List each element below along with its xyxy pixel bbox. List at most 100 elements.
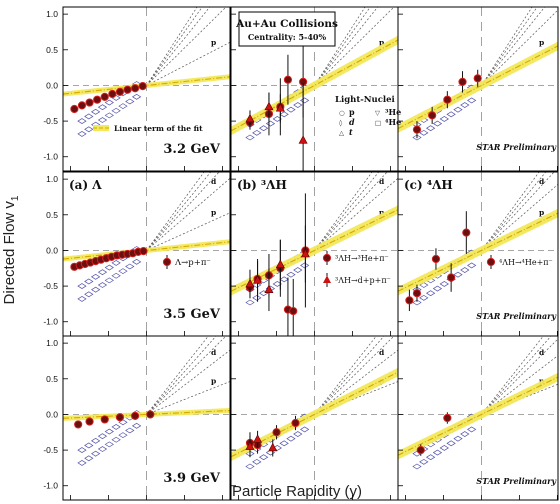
- fit-line: [63, 76, 230, 95]
- light-nuclei-marker: [245, 134, 255, 141]
- legend-circle: [322, 253, 332, 263]
- reference-line: [146, 172, 220, 251]
- reference-line: [146, 178, 230, 251]
- panel-plot-area: p: [63, 7, 230, 171]
- light-nuclei-marker: [77, 131, 87, 137]
- light-nuclei-marker: [272, 116, 282, 122]
- reference-line-label: d: [211, 348, 217, 357]
- light-nuclei-symbol: ▽: [375, 109, 380, 117]
- light-nuclei-marker: [419, 294, 429, 301]
- reference-line-label: p: [379, 38, 384, 47]
- data-point: [115, 87, 125, 96]
- light-nuclei-marker: [118, 103, 128, 110]
- light-nuclei-entry: ⁴He: [385, 117, 401, 127]
- reference-line: [146, 212, 230, 251]
- panel-plot-area: dp: [63, 172, 230, 336]
- y-axis-title-sub: 1: [10, 195, 21, 201]
- reference-line-label: p: [211, 208, 216, 217]
- h4-decay-label: ⁴ΛH→⁴He+π⁻: [499, 258, 553, 267]
- light-nuclei-marker: [118, 432, 128, 439]
- light-nuclei-marker: [84, 455, 94, 462]
- y-tick-label: -1.0: [43, 481, 58, 491]
- reference-line: [481, 172, 555, 251]
- panel-frame: [397, 6, 559, 172]
- panel-r0-c0: p -1.0 -0.5 0.0 0.5 1.0 3.2 GeV: [43, 6, 231, 172]
- reference-line: [146, 336, 209, 415]
- light-nuclei-marker: [258, 290, 269, 297]
- light-nuclei-marker: [272, 281, 282, 287]
- light-nuclei-entry: ³He: [385, 107, 401, 117]
- light-nuclei-marker: [258, 454, 269, 461]
- y-tick-label: 0.5: [46, 45, 58, 55]
- light-nuclei-marker: [293, 267, 303, 273]
- reference-line: [146, 336, 227, 415]
- light-nuclei-marker: [131, 422, 142, 429]
- reference-line: [314, 381, 398, 415]
- data-point: [283, 75, 293, 84]
- light-nuclei-marker: [90, 437, 101, 444]
- light-nuclei-entry: p: [349, 107, 355, 117]
- reference-line: [146, 172, 212, 251]
- panel-label: (b) ³ΛH: [237, 178, 287, 192]
- light-nuclei-marker: [84, 442, 94, 449]
- light-nuclei-marker: [97, 269, 108, 276]
- data-point: [431, 254, 441, 264]
- panel-r0-c1: p: [230, 6, 399, 172]
- light-nuclei-marker: [104, 264, 114, 271]
- light-nuclei-marker: [84, 113, 94, 120]
- light-nuclei-marker: [252, 294, 262, 301]
- light-nuclei-marker: [84, 278, 94, 285]
- light-nuclei-marker: [111, 436, 121, 443]
- data-point-triangle: [298, 135, 308, 144]
- data-point: [131, 84, 140, 93]
- light-nuclei-title: Light-Nuclei: [335, 95, 396, 105]
- light-nuclei-marker: [97, 117, 108, 123]
- y-tick-label: 0.0: [46, 80, 58, 90]
- light-nuclei-marker: [425, 125, 436, 132]
- panel-plot-area: p: [398, 7, 558, 171]
- panel-r2-c0: dp-1.0-0.50.00.51.0−1.0−0.50.00.51.03.9 …: [43, 335, 231, 501]
- fit-band: [231, 35, 398, 136]
- light-nuclei-marker: [245, 463, 255, 470]
- panel-plot-area: dp: [231, 172, 398, 336]
- fit-line: [63, 241, 230, 260]
- y-tick-label: -0.5: [43, 281, 58, 291]
- light-nuclei-marker: [125, 98, 135, 105]
- y-axis-title: Directed Flow v1: [1, 195, 21, 304]
- y-tick-label: -1.0: [43, 317, 58, 327]
- reference-line: [481, 7, 538, 86]
- reference-line-label: p: [211, 38, 216, 47]
- panel-r1-c0: dp-1.0-0.50.00.51.03.5 GeV(a) Λ: [43, 171, 231, 337]
- data-point: [123, 85, 132, 94]
- light-nuclei-marker: [286, 106, 296, 113]
- light-nuclei-marker: [252, 458, 262, 465]
- collision-box: [238, 11, 336, 47]
- light-nuclei-marker: [299, 426, 310, 433]
- light-nuclei-marker: [432, 285, 443, 292]
- light-nuclei-marker: [111, 272, 121, 279]
- data-point: [462, 228, 471, 237]
- y-tick-label: 1.0: [46, 9, 58, 19]
- reference-line: [481, 336, 552, 415]
- light-nuclei-marker: [77, 283, 87, 289]
- light-nuclei-marker: [84, 126, 94, 133]
- reference-line: [314, 336, 385, 415]
- reference-line: [481, 9, 558, 86]
- reference-line-label: d: [379, 348, 385, 357]
- reference-line-label: d: [379, 177, 385, 186]
- light-nuclei-marker: [104, 441, 114, 448]
- data-point: [138, 82, 147, 91]
- star-preliminary-label: STAR Preliminary: [476, 142, 557, 152]
- data-point-triangle: [264, 101, 274, 111]
- data-point-triangle: [245, 278, 255, 288]
- data-point-triangle: [268, 442, 278, 452]
- collision-title: Au+Au Collisions: [235, 18, 338, 30]
- light-nuclei-marker: [286, 435, 296, 442]
- data-point-triangle: [275, 259, 285, 268]
- light-nuclei-marker: [439, 116, 449, 122]
- star-preliminary-label: STAR Preliminary: [476, 311, 557, 321]
- y-tick-label: 1.0: [46, 338, 58, 348]
- data-point: [85, 98, 94, 107]
- light-nuclei-marker: [432, 120, 443, 127]
- light-nuclei-entry: d: [349, 117, 355, 127]
